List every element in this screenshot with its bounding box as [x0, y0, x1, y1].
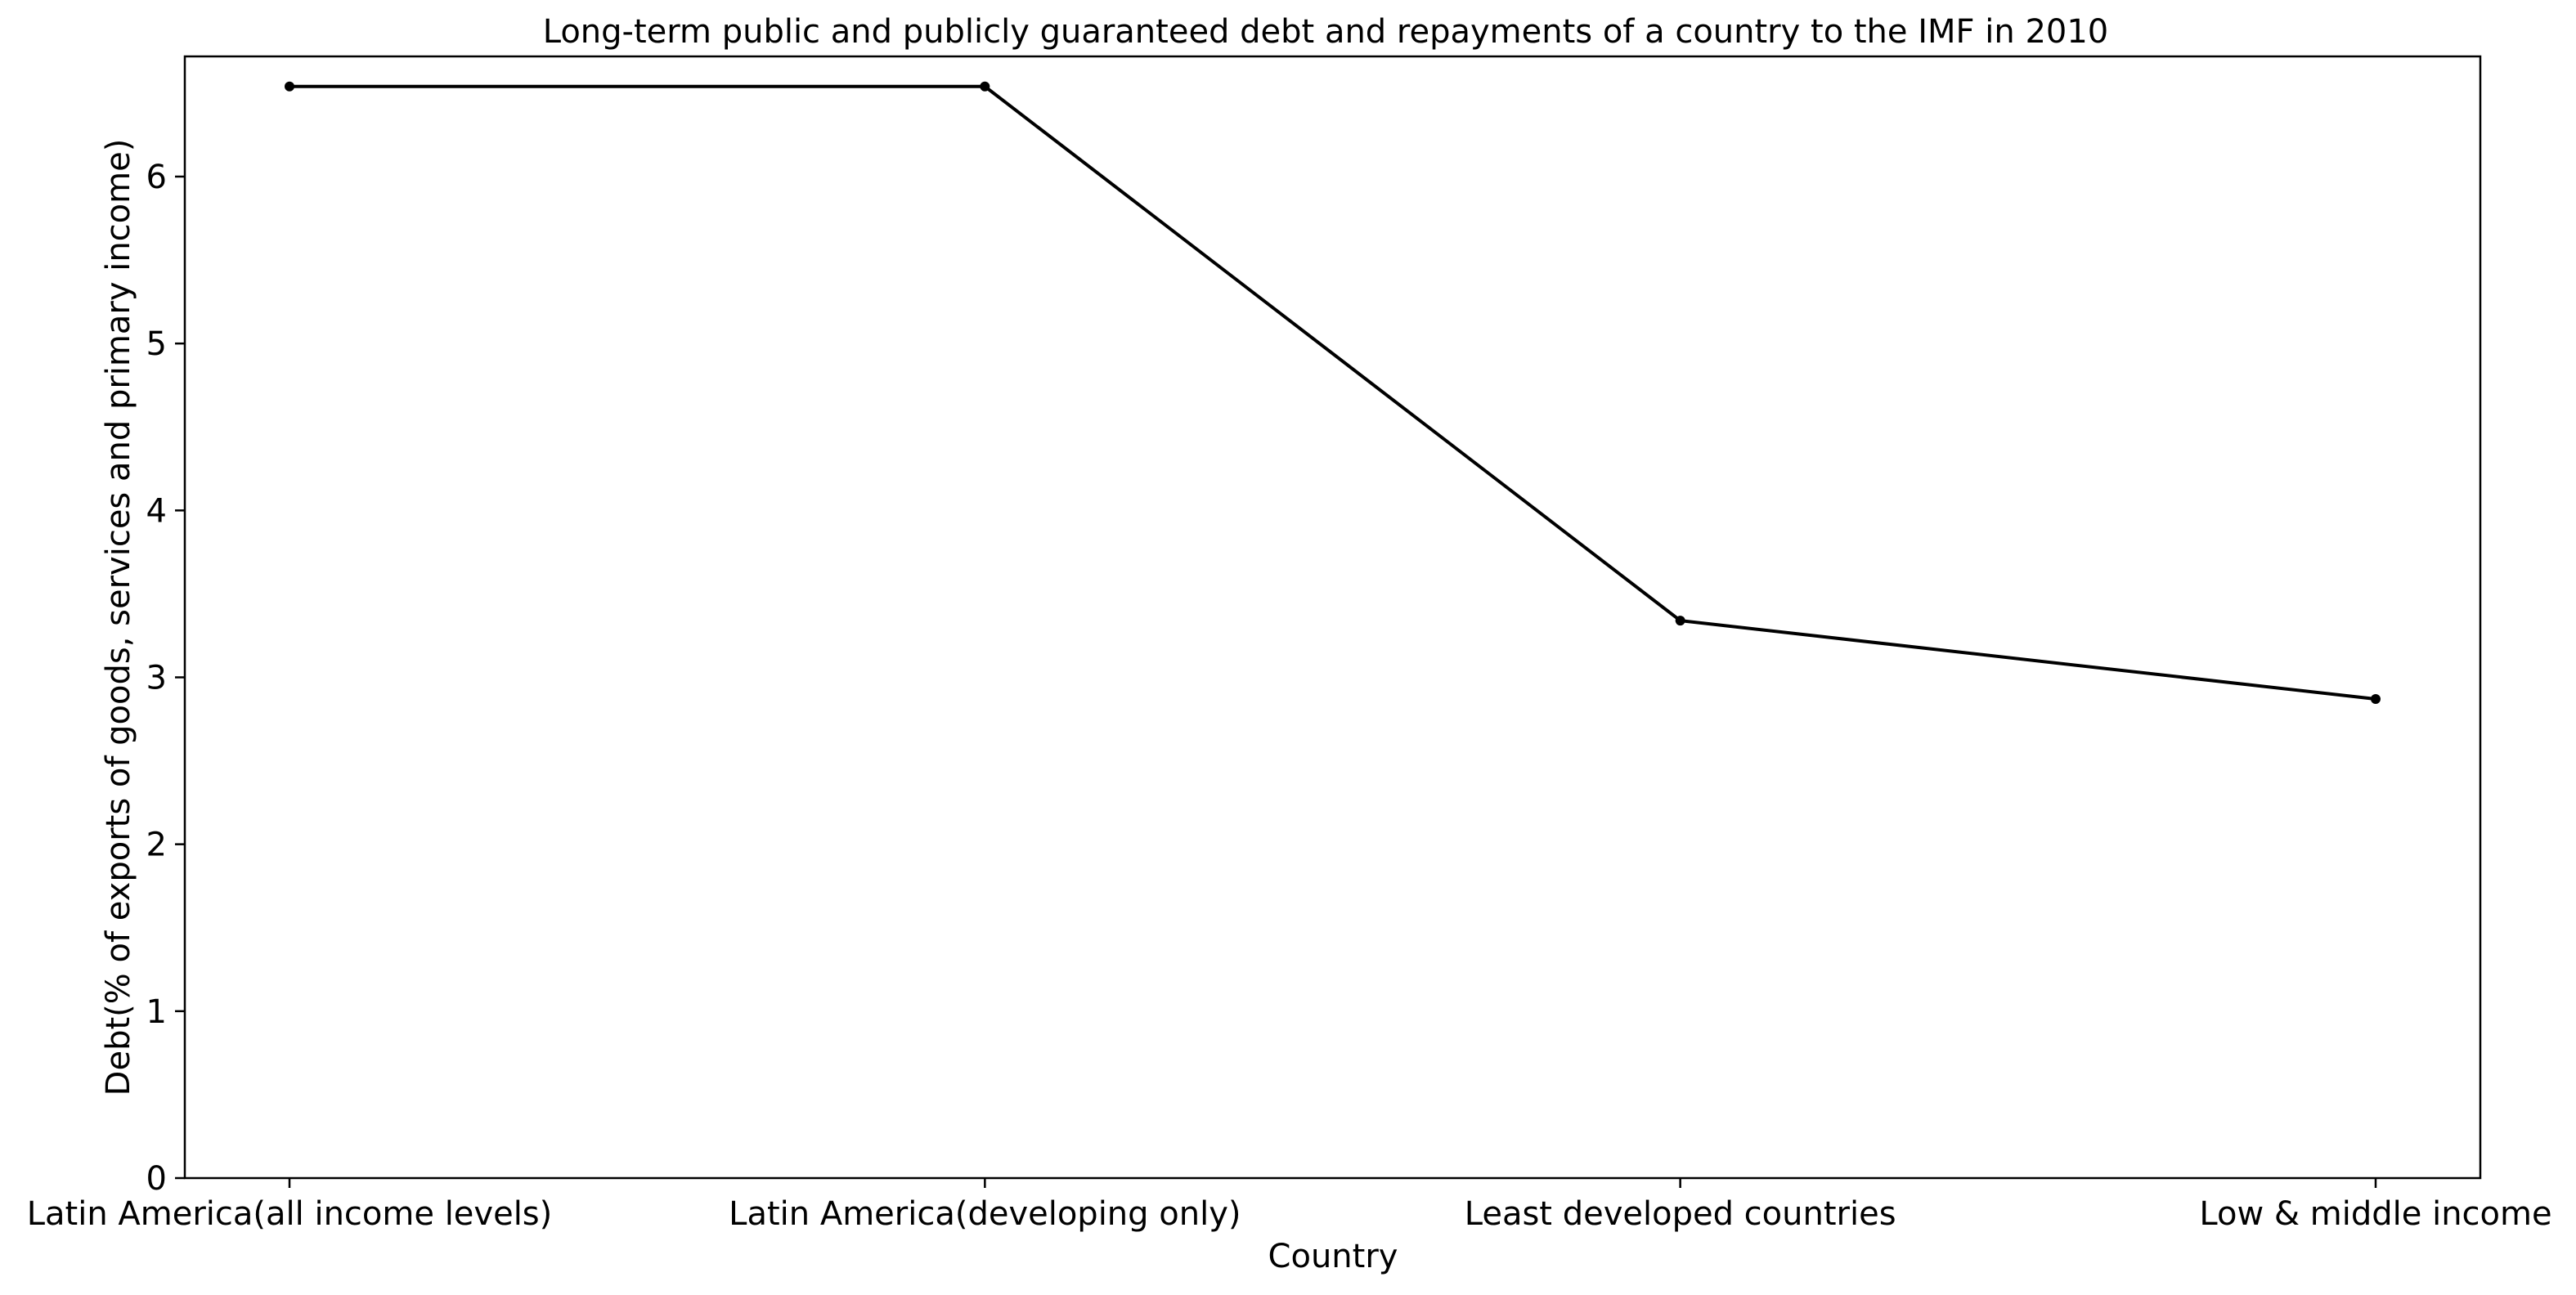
y-axis-label: Debt(% of exports of goods, services and…: [100, 139, 137, 1096]
x-tick-label: Latin America(developing only): [729, 1195, 1241, 1233]
y-tick-label: 0: [146, 1160, 167, 1198]
series-group: [285, 81, 2381, 705]
y-tick-label: 4: [146, 492, 167, 530]
x-axis: Latin America(all income levels) Latin Am…: [27, 1178, 2552, 1233]
x-tick-label: Latin America(all income levels): [27, 1195, 553, 1233]
x-tick-label: Low & middle income: [2199, 1195, 2551, 1233]
x-axis-label: Country: [1268, 1238, 1398, 1275]
data-point: [980, 81, 990, 92]
series-line: [289, 84, 2376, 701]
y-tick-label: 6: [146, 159, 167, 196]
y-axis: 0 1 2 3 4 5 6: [146, 159, 185, 1198]
data-point: [285, 81, 294, 92]
plot-frame: [183, 55, 2482, 1180]
data-point: [2371, 694, 2381, 705]
data-point: [1675, 616, 1685, 626]
chart-title: Long-term public and publicly guaranteed…: [543, 13, 2109, 51]
x-tick-label: Least developed countries: [1465, 1195, 1896, 1233]
y-tick-label: 1: [146, 993, 167, 1031]
y-tick-label: 5: [146, 325, 167, 363]
y-tick-label: 2: [146, 827, 167, 864]
y-tick-label: 3: [146, 660, 167, 697]
plot-area: 0 1 2 3 4 5 6 Latin America(all income levels)…: [27, 55, 2552, 1233]
